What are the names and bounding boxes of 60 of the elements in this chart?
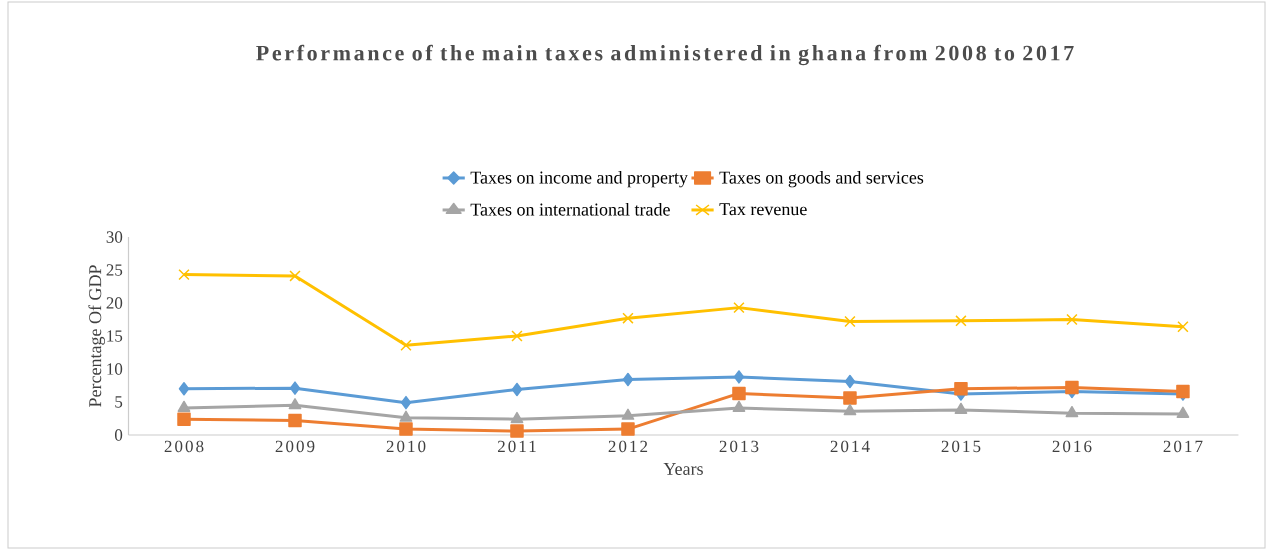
y-tick-label: 5 bbox=[115, 396, 123, 408]
y-tick-label: 30 bbox=[106, 231, 123, 243]
x-tick-label: 2017 bbox=[1163, 440, 1203, 453]
point bbox=[400, 339, 412, 351]
y-tick-label: 0 bbox=[114, 429, 123, 441]
x-tick-label: 2012 bbox=[608, 440, 648, 453]
point bbox=[954, 382, 968, 396]
point bbox=[288, 413, 302, 428]
point bbox=[178, 268, 190, 281]
point bbox=[177, 400, 191, 412]
point bbox=[732, 400, 746, 412]
legend-label: Taxes on international trade bbox=[470, 202, 670, 216]
point bbox=[955, 315, 967, 327]
point bbox=[622, 312, 634, 324]
point bbox=[621, 408, 635, 420]
x-tick-label: 2011 bbox=[497, 440, 536, 453]
x-tick-label: 2008 bbox=[164, 440, 204, 453]
y-tick-label: 25 bbox=[106, 264, 123, 276]
x-tick-label: 2014 bbox=[830, 440, 870, 453]
point bbox=[288, 398, 302, 410]
legend-label: Tax revenue bbox=[719, 203, 807, 216]
point bbox=[844, 374, 856, 389]
point bbox=[733, 301, 745, 314]
point bbox=[1065, 380, 1079, 395]
point bbox=[510, 411, 524, 424]
point bbox=[178, 382, 190, 396]
point bbox=[621, 422, 635, 436]
point bbox=[622, 372, 634, 387]
point bbox=[289, 381, 301, 395]
point bbox=[399, 410, 413, 422]
point bbox=[511, 330, 523, 342]
point bbox=[510, 424, 524, 438]
x-tick-label: 2016 bbox=[1052, 440, 1092, 453]
point bbox=[289, 270, 301, 282]
x-tick-label: 2009 bbox=[275, 440, 315, 453]
point bbox=[1177, 321, 1189, 333]
y-tick-label: 10 bbox=[107, 363, 123, 375]
point bbox=[733, 370, 745, 384]
x-tick-label: 2013 bbox=[719, 440, 759, 453]
point bbox=[1176, 406, 1190, 418]
point bbox=[511, 382, 523, 397]
legend-label: Taxes on income and property bbox=[470, 170, 688, 188]
legend-label: Taxes on goods and services bbox=[719, 170, 924, 188]
point bbox=[1065, 405, 1079, 418]
point bbox=[843, 391, 857, 405]
x-tick-label: 2010 bbox=[386, 440, 426, 453]
chart-title: Performance of the main taxes administered in ghana from 2008 to 2017 bbox=[256, 44, 1074, 66]
y-tick-label: 20 bbox=[106, 297, 123, 309]
point bbox=[954, 402, 968, 414]
point bbox=[400, 395, 412, 410]
y-tick-label: 15 bbox=[107, 330, 123, 342]
point bbox=[1066, 313, 1078, 326]
y-axis-title: Percentage Of GDP bbox=[88, 265, 105, 407]
x-axis-title: Years bbox=[663, 463, 703, 475]
point bbox=[843, 403, 857, 416]
point bbox=[732, 386, 746, 401]
point bbox=[844, 315, 856, 328]
x-tick-label: 2015 bbox=[941, 440, 981, 453]
point bbox=[177, 412, 191, 426]
point bbox=[399, 422, 413, 436]
